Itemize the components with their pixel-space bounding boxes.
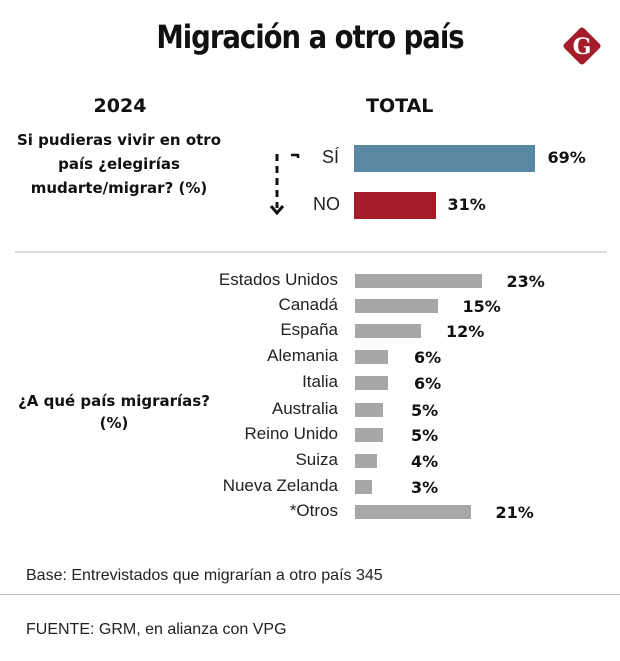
country-label: España (280, 320, 338, 339)
country-label: Canadá (278, 295, 338, 314)
base-note: Base: Entrevistados que migrarían a otro… (26, 567, 383, 584)
dashed-arrow-icon (269, 153, 300, 216)
brand-logo-icon: G (563, 27, 601, 65)
source-note: FUENTE: GRM, en alianza con VPG (26, 621, 287, 638)
country-value: 4% (411, 452, 439, 471)
country-value: 15% (462, 297, 501, 316)
country-value: 5% (411, 401, 439, 420)
country-bar (355, 324, 421, 338)
country-value: 3% (411, 478, 439, 497)
country-bar (355, 274, 482, 288)
answer-label: SÍ (322, 147, 340, 167)
country-bar (355, 403, 383, 417)
country-bar (355, 454, 377, 468)
answer-value: 31% (447, 195, 486, 214)
country-bar (355, 376, 388, 390)
answer-bar (354, 145, 536, 172)
logo-diamond (563, 27, 601, 65)
country-label: *Otros (289, 501, 338, 520)
country-bar (355, 428, 383, 442)
year-label: 2024 (93, 95, 147, 117)
country-label: Nueva Zelanda (222, 476, 338, 495)
answer-label: NO (313, 194, 340, 214)
answer-bar (354, 192, 436, 219)
country-label: Suiza (295, 450, 338, 469)
country-value: 23% (506, 272, 545, 291)
country-value: 5% (411, 426, 439, 445)
country-label: Estados Unidos (218, 270, 338, 289)
country-label: Italia (302, 372, 338, 391)
country-label: Australia (271, 399, 338, 418)
country-label: Reino Unido (244, 424, 338, 443)
answer-value: 69% (547, 148, 586, 167)
country-value: 6% (414, 374, 442, 393)
chart-title: Migración a otro país (156, 18, 464, 56)
question-1-label: Si pudieras vivir en otro país ¿elegiría… (16, 131, 222, 197)
country-bar (355, 480, 372, 494)
section-divider (15, 251, 607, 253)
country-bar (355, 350, 388, 364)
country-bar (355, 299, 438, 313)
country-value: 21% (495, 503, 534, 522)
country-value: 6% (414, 348, 442, 367)
country-value: 12% (446, 322, 485, 341)
footer-divider (0, 594, 620, 595)
question-2-label: ¿A qué país migrarías? (%) (18, 392, 210, 432)
total-header: TOTAL (366, 95, 434, 117)
logo-letter: G (573, 34, 592, 60)
country-bar (355, 505, 471, 519)
country-label: Alemania (267, 346, 338, 365)
